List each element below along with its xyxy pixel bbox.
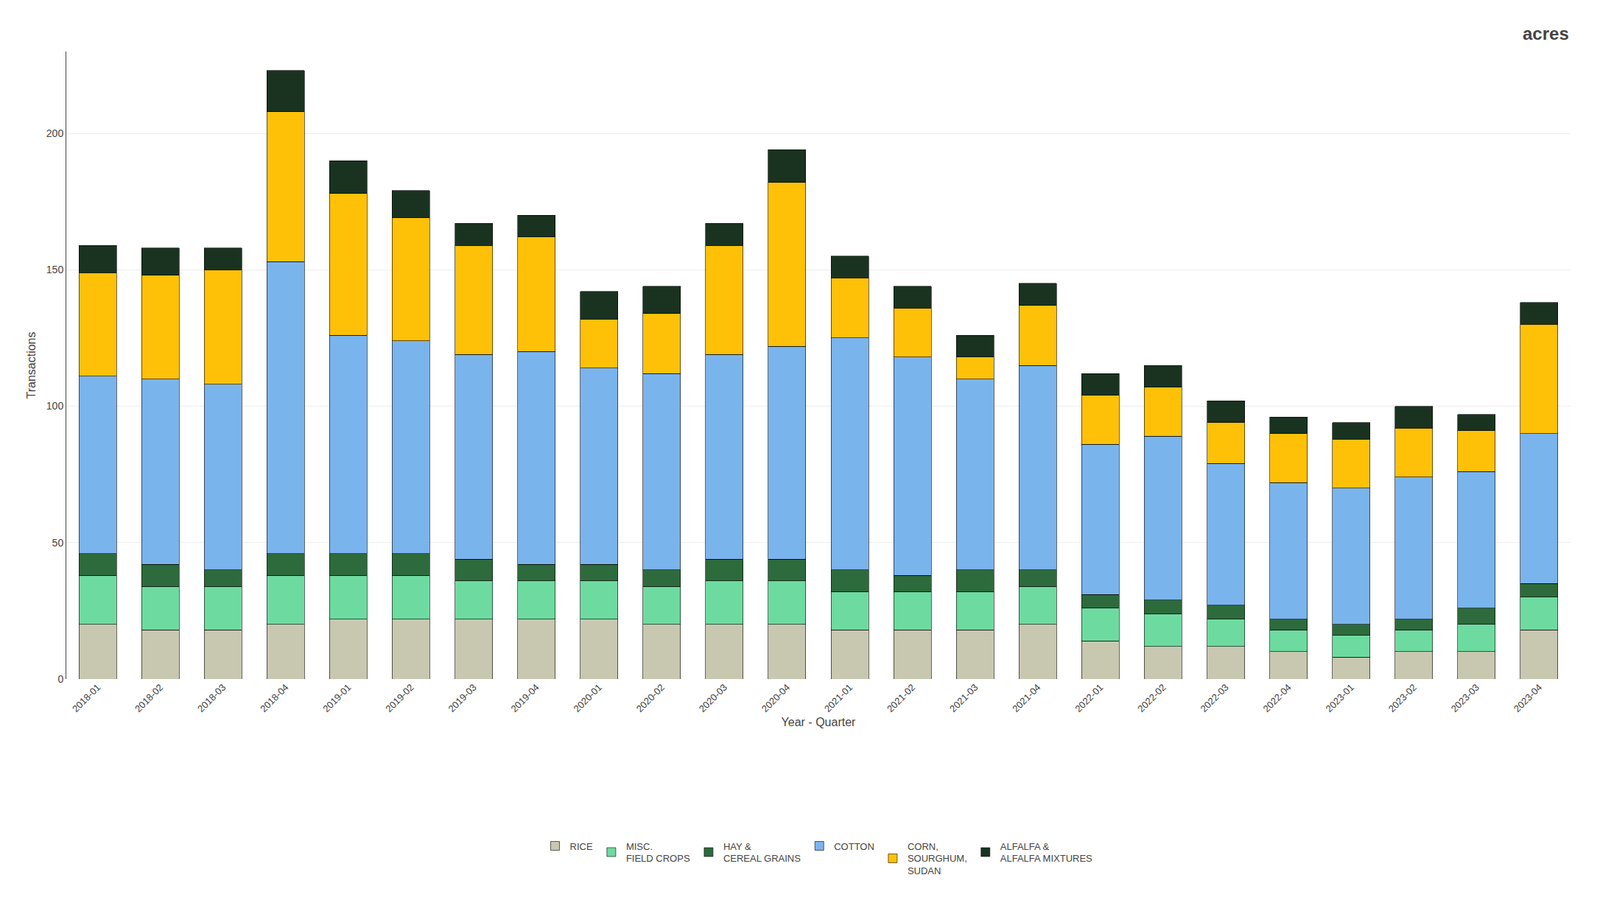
svg-text:HAY &CEREAL GRAINS: HAY &CEREAL GRAINS <box>723 841 801 865</box>
svg-text:2022-01: 2022-01 <box>1072 682 1105 715</box>
svg-text:2020-04: 2020-04 <box>759 682 792 715</box>
svg-text:ALFALFA &ALFALFA MIXTURES: ALFALFA &ALFALFA MIXTURES <box>1000 841 1093 865</box>
svg-text:2023-01: 2023-01 <box>1323 682 1357 715</box>
svg-text:100: 100 <box>46 400 65 412</box>
svg-text:2019-03: 2019-03 <box>445 682 479 715</box>
svg-text:2018-02: 2018-02 <box>132 682 166 715</box>
svg-text:acres: acres <box>1522 23 1570 44</box>
svg-text:2022-02: 2022-02 <box>1135 682 1168 715</box>
svg-text:2018-03: 2018-03 <box>195 682 228 715</box>
svg-text:2023-04: 2023-04 <box>1511 682 1545 715</box>
svg-text:COTTON: COTTON <box>833 841 875 853</box>
svg-text:MISC.FIELD CROPS: MISC.FIELD CROPS <box>626 841 691 865</box>
svg-text:2019-02: 2019-02 <box>383 682 416 715</box>
svg-text:2020-02: 2020-02 <box>634 682 667 715</box>
svg-text:2021-02: 2021-02 <box>884 682 918 715</box>
svg-text:2022-04: 2022-04 <box>1260 682 1293 715</box>
svg-text:2020-03: 2020-03 <box>696 682 730 715</box>
svg-text:2023-02: 2023-02 <box>1386 682 1419 715</box>
svg-text:2018-04: 2018-04 <box>257 682 291 715</box>
svg-text:200: 200 <box>46 127 65 140</box>
svg-text:50: 50 <box>52 537 65 549</box>
svg-text:2021-01: 2021-01 <box>822 682 855 715</box>
svg-text:2019-01: 2019-01 <box>320 682 353 715</box>
svg-text:CORN,SOURGHUM,SUDAN: CORN,SOURGHUM,SUDAN <box>907 841 968 878</box>
svg-text:2021-04: 2021-04 <box>1009 682 1043 715</box>
svg-text:2022-03: 2022-03 <box>1197 682 1231 715</box>
svg-text:2021-03: 2021-03 <box>947 682 980 715</box>
svg-text:Year - Quarter: Year - Quarter <box>781 716 856 729</box>
svg-text:0: 0 <box>57 673 64 686</box>
svg-text:2018-01: 2018-01 <box>69 682 103 715</box>
svg-text:2023-03: 2023-03 <box>1448 682 1482 715</box>
svg-text:RICE: RICE <box>570 841 594 853</box>
svg-text:Transactions: Transactions <box>25 332 38 400</box>
svg-text:2020-01: 2020-01 <box>571 682 605 715</box>
svg-text:150: 150 <box>46 263 65 276</box>
svg-text:2019-04: 2019-04 <box>508 682 541 715</box>
